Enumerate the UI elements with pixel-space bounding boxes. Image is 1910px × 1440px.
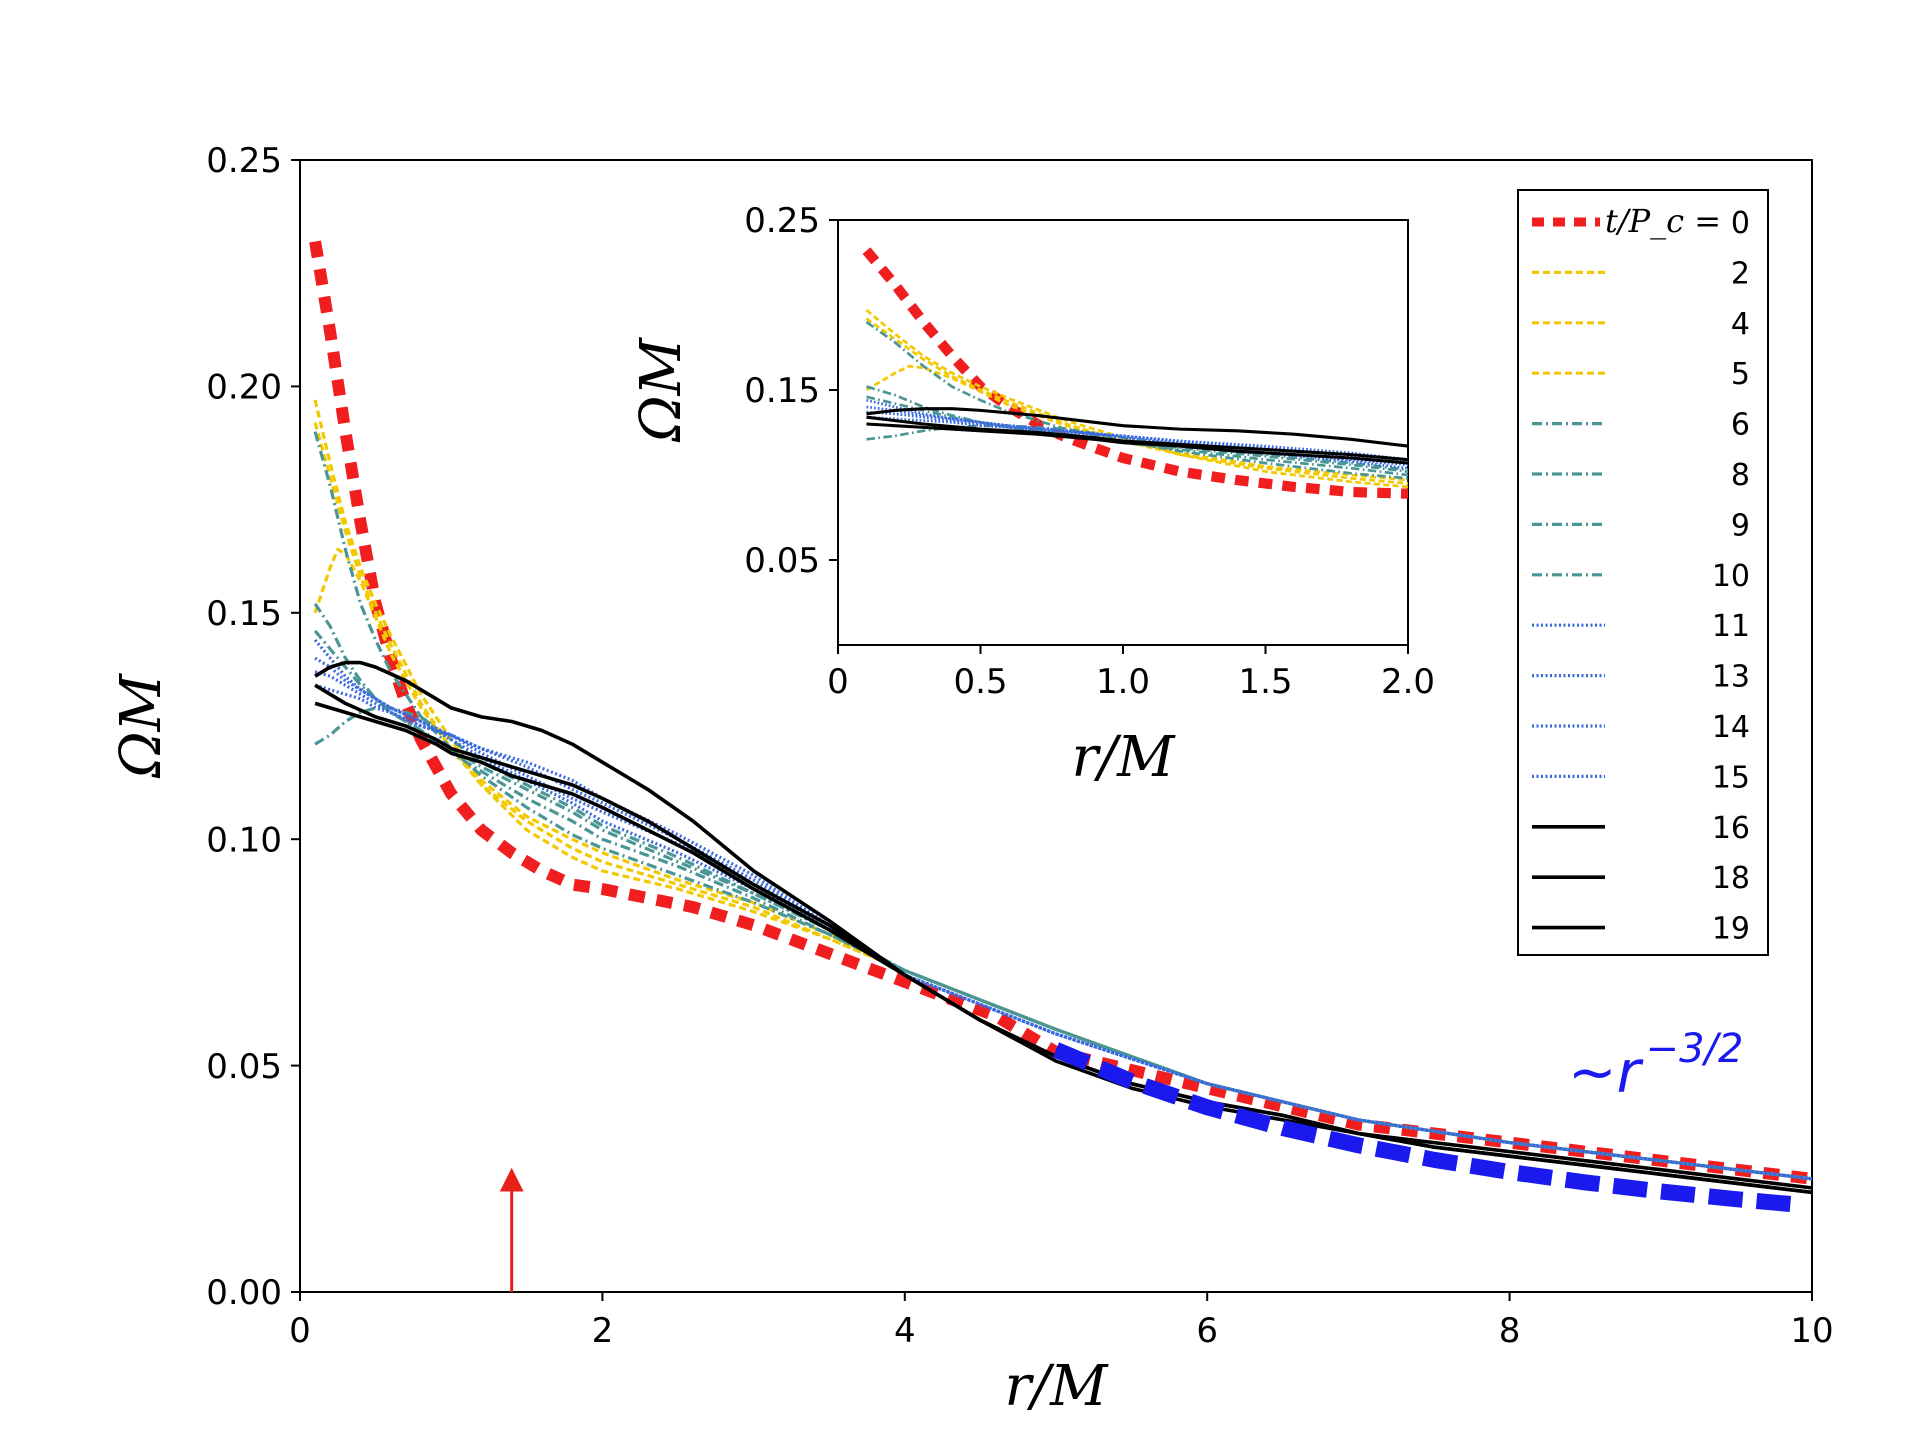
legend-label: 4 [1731,307,1750,342]
main-series-16 [314,660,1812,1190]
legend-label: 0 [1731,206,1750,241]
inset-series-18 [866,415,1408,462]
inset-series-2 [865,309,1408,489]
inset-x-tick-label: 0.5 [953,662,1007,702]
main-series-14 [314,670,1812,1181]
main-x-tick-label: 10 [1790,1311,1833,1351]
main-y-tick-label: 0.00 [206,1273,282,1313]
main-x-axis-label: r/M [1005,1354,1110,1419]
inset-x-tick-label: 0 [827,662,849,702]
inset-x-tick-label: 1.0 [1096,662,1150,702]
inset-x-tick-label: 2.0 [1381,662,1435,702]
legend-label: 2 [1731,256,1750,291]
annotation-exponent: −3/2 [1646,1026,1744,1072]
legend-label: 13 [1712,660,1750,695]
legend-label: 5 [1731,357,1750,392]
main-series-0 [309,240,1812,1185]
main-series-10 [314,706,1812,1181]
inset-series-14 [866,410,1408,463]
legend-label: 8 [1731,458,1750,493]
legend-label: 19 [1712,912,1750,947]
legend-label: 11 [1712,609,1750,644]
main-series-r-3-2-fit [1052,1042,1798,1213]
main-y-axis-label: ΩM [109,672,174,778]
legend: t/P_c = 0 2 4 5 6 8 9 10 11 13 14 15 16 18 19 [1517,189,1769,956]
main-y-tick-label: 0.05 [206,1047,282,1087]
main-x-axis: 0 2 4 6 8 10 [289,1292,1834,1351]
annotation-base: ~r [1568,1038,1644,1106]
inset-series-9 [866,395,1408,473]
inset-x-tick-label: 1.5 [1238,662,1292,702]
inset-y-axis: 0.05 0.15 0.25 [744,201,838,581]
legend-label: 18 [1712,861,1750,896]
r-power-law-annotation: ~r −3/2 [1568,1026,1743,1106]
inset-y-tick-label: 0.05 [744,541,820,581]
inset-y-tick-label: 0.25 [744,201,820,241]
inset-series-4 [865,317,1408,485]
inset-x-axis: 0 0.5 1.0 1.5 2.0 [827,645,1435,702]
main-x-tick-label: 4 [894,1311,916,1351]
inset-series-6 [865,320,1408,480]
main-y-tick-label: 0.15 [206,594,282,634]
main-x-tick-label: 2 [592,1311,614,1351]
main-series-5 [313,547,1812,1181]
main-series-8 [313,602,1812,1181]
inset-series-10 [866,424,1408,472]
legend-label: 14 [1712,710,1750,745]
main-y-tick-label: 0.10 [206,820,282,860]
main-series-13 [314,656,1812,1181]
inset-y-tick-label: 0.15 [744,371,820,411]
legend-title: t/P_c = [1605,202,1721,240]
inset-series-19 [866,422,1408,465]
legend-label: 10 [1712,559,1750,594]
main-series-group [309,240,1812,1213]
inset-series-group [862,247,1408,499]
inset-plot: 0 0.5 1.0 1.5 2.0 0.05 0.15 0.25 r/M ΩM [629,201,1435,790]
legend-label: 9 [1731,508,1750,543]
main-y-axis: 0.00 0.05 0.10 0.15 0.20 0.25 [206,141,300,1313]
inset-plot-area [837,219,1409,646]
inset-series-11 [866,398,1408,470]
main-y-tick-label: 0.25 [206,141,282,181]
inset-y-axis-label: ΩM [629,336,694,442]
main-x-tick-label: 6 [1196,1311,1218,1351]
inset-x-axis-label: r/M [1072,725,1177,790]
main-series-19 [314,701,1812,1195]
legend-label: 15 [1712,760,1750,795]
main-x-tick-label: 8 [1499,1311,1521,1351]
legend-entries: 0 2 4 5 6 8 9 10 11 13 14 15 16 18 19 [1532,206,1750,947]
main-x-tick-label: 0 [289,1311,311,1351]
main-y-tick-label: 0.20 [206,368,282,408]
legend-label: 16 [1712,811,1750,846]
inset-series-16 [866,407,1408,448]
legend-label: 6 [1731,408,1750,443]
main-series-11 [313,638,1812,1181]
